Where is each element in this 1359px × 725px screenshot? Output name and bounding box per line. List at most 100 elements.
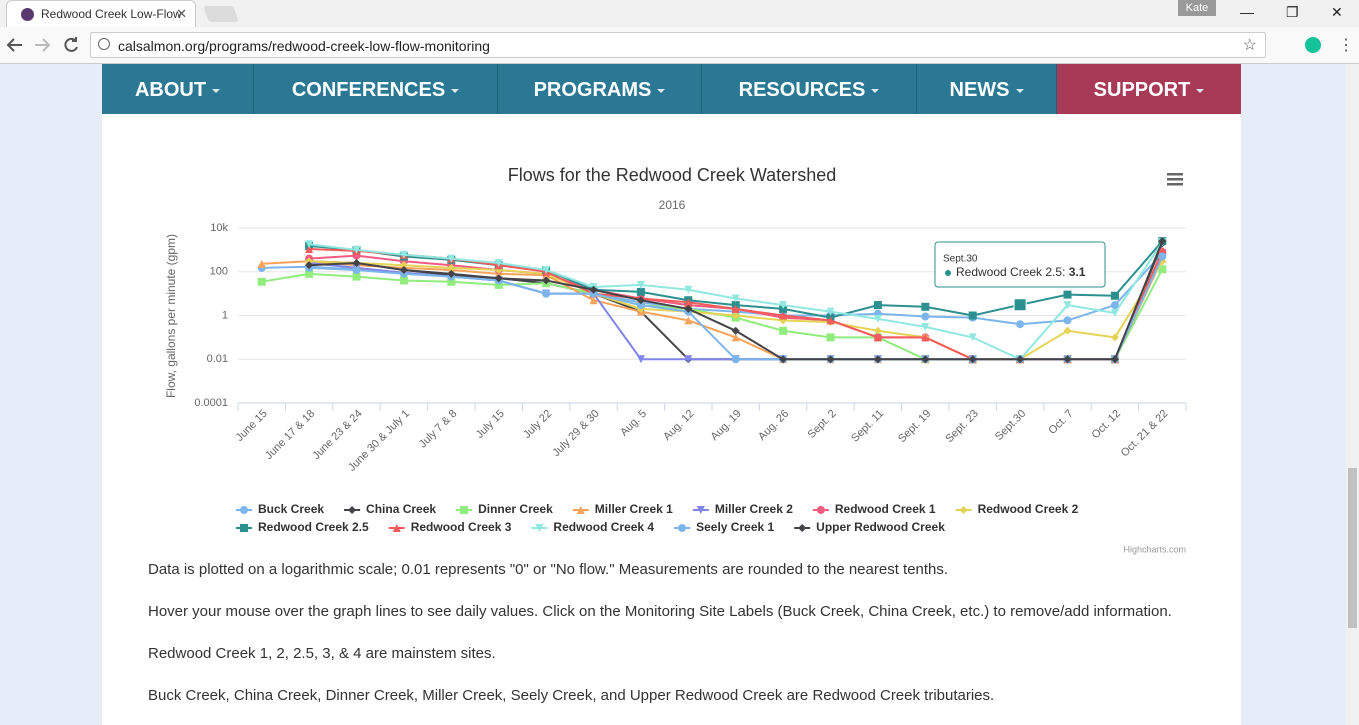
marker xyxy=(1110,309,1119,318)
page-content xyxy=(102,64,1241,725)
marker xyxy=(826,307,835,316)
tooltip-text: Redwood Creek 2.5: 3.1 xyxy=(956,265,1086,279)
toolbar: calsalmon.org/programs/redwood-creek-low… xyxy=(0,27,1359,64)
legend-item[interactable]: Miller Creek 1 xyxy=(572,502,673,516)
nav-item[interactable]: NEWS xyxy=(917,64,1057,114)
credits[interactable]: Highcharts.com xyxy=(1123,544,1186,554)
marker xyxy=(1016,355,1025,364)
marker xyxy=(305,269,314,278)
marker xyxy=(873,326,882,335)
legend-label: Redwood Creek 2 xyxy=(978,502,1079,516)
marker xyxy=(257,259,266,268)
marker xyxy=(636,355,645,364)
legend-item[interactable]: Redwood Creek 2 xyxy=(955,502,1079,516)
marker xyxy=(494,259,503,268)
marker xyxy=(589,296,598,305)
x-tick-label: Aug. 26 xyxy=(756,408,791,443)
maximize[interactable]: ❐ xyxy=(1286,4,1299,20)
tooltip-dot xyxy=(945,270,951,276)
nav-item[interactable]: ABOUT xyxy=(102,64,254,114)
legend-item[interactable]: Miller Creek 2 xyxy=(692,502,793,516)
nav-item[interactable]: SUPPORT xyxy=(1057,64,1241,114)
extension[interactable] xyxy=(1305,37,1321,53)
marker xyxy=(873,333,882,342)
nav-item[interactable]: RESOURCES xyxy=(702,64,917,114)
url: calsalmon.org/programs/redwood-creek-low… xyxy=(118,38,490,54)
export-menu[interactable] xyxy=(1167,173,1183,186)
new-tab[interactable] xyxy=(203,6,239,22)
legend-label: Redwood Creek 3 xyxy=(411,520,512,534)
legend-label: Redwood Creek 2.5 xyxy=(258,520,369,534)
x-tick-label: Sept. 11 xyxy=(849,408,886,445)
legend-item[interactable]: China Creek xyxy=(344,502,436,516)
chart: Flows for the Redwood Creek Watershed 20… xyxy=(164,165,1187,554)
marker xyxy=(542,289,551,298)
favicon xyxy=(21,8,34,21)
reload[interactable] xyxy=(64,37,78,52)
tooltip-value: 3.1 xyxy=(1069,265,1086,279)
x-tick-label: Oct. 12 xyxy=(1090,408,1124,442)
marker xyxy=(542,266,551,275)
minimize[interactable]: — xyxy=(1240,4,1254,20)
marker xyxy=(779,301,788,310)
marker xyxy=(684,316,693,325)
marker xyxy=(1110,301,1119,310)
tab[interactable]: Redwood Creek Low-Flow ✕ xyxy=(6,0,196,27)
nav-item[interactable]: CONFERENCES xyxy=(254,64,498,114)
nav-item[interactable]: PROGRAMS xyxy=(498,64,702,114)
legend-item[interactable]: Redwood Creek 1 xyxy=(812,502,936,516)
back[interactable] xyxy=(6,38,22,52)
bookmark-star[interactable]: ☆ xyxy=(1242,37,1257,54)
marker xyxy=(731,311,740,320)
marker xyxy=(1063,355,1072,364)
marker xyxy=(684,285,693,294)
marker xyxy=(684,355,693,364)
legend-item[interactable]: Redwood Creek 3 xyxy=(388,520,512,534)
tab-bar: Redwood Creek Low-Flow ✕ Kate — ❐ ✕ xyxy=(0,0,1359,27)
marker xyxy=(1063,290,1072,299)
forward[interactable] xyxy=(35,38,51,52)
tooltip-category: Sept.30 xyxy=(943,254,978,265)
address-bar[interactable]: calsalmon.org/programs/redwood-creek-low… xyxy=(90,32,1266,58)
x-tick-label: Aug. 19 xyxy=(709,408,744,443)
legend-label: Redwood Creek 1 xyxy=(835,502,936,516)
nav-buttons xyxy=(6,37,78,52)
legend-item[interactable]: Redwood Creek 2.5 xyxy=(236,520,369,534)
marker xyxy=(399,276,408,285)
close[interactable]: ✕ xyxy=(1331,4,1343,20)
legend-item[interactable]: Dinner Creek xyxy=(456,502,553,516)
scrollbar-thumb[interactable] xyxy=(1348,468,1357,628)
marker xyxy=(731,304,740,313)
marker xyxy=(779,326,788,335)
marker xyxy=(1110,291,1119,300)
marker xyxy=(399,250,408,259)
y-tick-label: 10k xyxy=(210,222,228,234)
legend-label: Buck Creek xyxy=(258,502,324,516)
marker xyxy=(921,333,930,342)
legend-item[interactable]: Seely Creek 1 xyxy=(674,520,774,534)
marker xyxy=(636,301,645,310)
marker xyxy=(959,506,968,514)
y-tick-label: 0.0001 xyxy=(194,397,228,409)
legend-item[interactable]: Redwood Creek 4 xyxy=(531,520,654,534)
marker xyxy=(968,333,977,342)
x-tick-label: Sept.30 xyxy=(993,408,1028,443)
chart-subtitle: 2016 xyxy=(659,198,686,212)
menu[interactable]: ⋮ xyxy=(1338,37,1354,54)
marker xyxy=(348,506,357,514)
legend-item[interactable]: Buck Creek xyxy=(236,502,324,516)
marker xyxy=(576,506,585,514)
legend-item[interactable]: Upper Redwood Creek xyxy=(794,520,945,534)
paragraph: Hover your mouse over the graph lines to… xyxy=(148,603,1172,620)
marker xyxy=(542,276,551,285)
legend-label: Redwood Creek 4 xyxy=(553,520,654,534)
tab-close[interactable]: ✕ xyxy=(176,6,187,21)
marker xyxy=(1013,298,1027,312)
legend-label: Seely Creek 1 xyxy=(696,520,774,534)
x-tick-label: Sept. 23 xyxy=(943,408,980,445)
info-icon xyxy=(98,38,110,50)
marker xyxy=(589,285,598,294)
legend-label: Miller Creek 2 xyxy=(715,502,793,516)
user-badge[interactable]: Kate xyxy=(1178,0,1216,16)
site-nav: ABOUT CONFERENCES PROGRAMS RESOURCES NEWS SUP… xyxy=(102,64,1241,114)
